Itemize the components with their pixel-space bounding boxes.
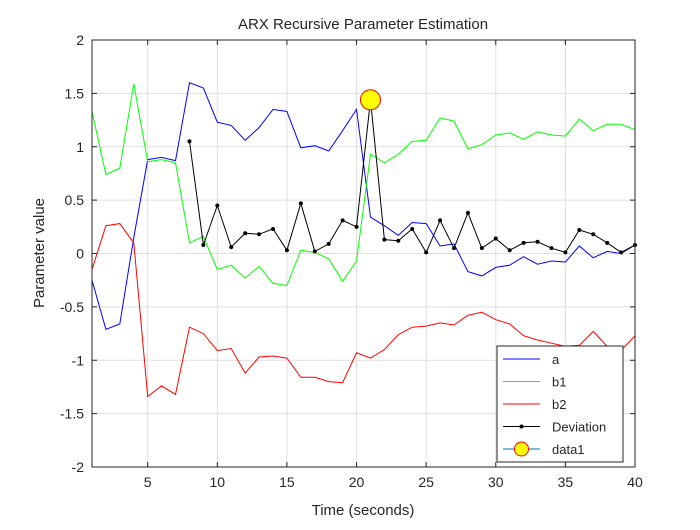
data-point-deviation	[215, 203, 220, 208]
data-point-deviation	[507, 248, 512, 253]
y-axis-label: Parameter value	[31, 198, 48, 308]
data-point-deviation	[577, 228, 582, 233]
data-point-deviation	[229, 245, 234, 250]
data-point-deviation	[382, 237, 387, 242]
data-point-deviation	[284, 248, 289, 253]
data-point-deviation	[257, 232, 262, 237]
legend-entry-b2: b2	[503, 397, 566, 412]
data-point-deviation	[605, 240, 610, 245]
x-tick-labels: 5 10 15 20 25 30 35 40	[144, 474, 643, 490]
axis-ticks	[92, 39, 636, 468]
data-point-data1	[359, 89, 381, 111]
legend-label-b2: b2	[552, 397, 566, 412]
x-tick-label: 10	[210, 474, 226, 490]
series-layer	[91, 82, 637, 398]
data-point-deviation	[563, 250, 568, 255]
legend-marker-data1	[514, 441, 529, 457]
y-tick-label: 1	[76, 139, 84, 155]
data-point-deviation	[298, 201, 303, 206]
y-tick-label: -0.5	[60, 299, 84, 315]
legend-items: a b1 b2 Deviation data1	[503, 352, 606, 457]
data-point-deviation	[452, 246, 456, 251]
x-tick-label: 15	[279, 474, 295, 490]
series-deviation	[187, 97, 637, 255]
data-point-deviation	[243, 231, 248, 236]
data-point-deviation	[493, 236, 498, 241]
data-point-deviation	[354, 224, 359, 229]
legend-entry-deviation: Deviation	[503, 420, 606, 435]
y-tick-label: -1.5	[60, 406, 84, 422]
legend-entry-b1: b1	[503, 375, 566, 390]
legend-entry-a: a	[503, 352, 560, 367]
data-point-deviation	[521, 240, 526, 245]
y-tick-labels: -2 -1.5 -1 -0.5 0 0.5 1 1.5 2	[60, 32, 84, 475]
legend-label-a: a	[552, 352, 560, 367]
legend-entry-data1: data1	[503, 441, 585, 457]
data-point-deviation	[312, 249, 317, 254]
x-tick-label: 5	[144, 474, 152, 490]
y-tick-label: 0	[76, 246, 84, 262]
legend-marker-deviation	[519, 424, 524, 429]
x-tick-label: 20	[349, 474, 365, 490]
y-tick-label: 0.5	[65, 192, 85, 208]
data-point-deviation	[591, 232, 596, 237]
chart-title: ARX Recursive Parameter Estimation	[238, 16, 488, 33]
x-tick-label: 35	[558, 474, 574, 490]
data-point-deviation	[535, 239, 540, 244]
data-point-deviation	[340, 218, 345, 223]
y-tick-label: -1	[72, 352, 85, 368]
data-point-deviation	[271, 226, 275, 231]
y-tick-label: -2	[72, 459, 85, 475]
x-tick-label: 25	[418, 474, 434, 490]
data-point-deviation	[549, 246, 554, 251]
data-point-deviation	[410, 226, 415, 231]
data-point-deviation	[326, 241, 331, 246]
legend-label-deviation: Deviation	[552, 420, 606, 435]
legend-label-b1: b1	[552, 375, 566, 390]
series-line-b2	[91, 223, 636, 398]
legend: a b1 b2 Deviation data1	[496, 345, 624, 463]
data-point-deviation	[465, 210, 470, 215]
legend-label-data1: data1	[552, 442, 585, 457]
data-point-deviation	[187, 139, 192, 144]
series-line-b1	[91, 83, 636, 287]
y-tick-label: 1.5	[65, 85, 85, 101]
series-b1	[91, 83, 636, 287]
data-point-deviation	[201, 242, 206, 247]
y-tick-label: 2	[76, 32, 84, 48]
data-point-deviation	[396, 238, 401, 243]
series-data1	[359, 89, 381, 111]
data-point-deviation	[479, 246, 484, 251]
data-point-deviation	[619, 250, 624, 255]
x-tick-label: 40	[627, 474, 643, 490]
series-b2	[91, 223, 636, 398]
data-point-deviation	[438, 218, 443, 223]
x-axis-label: Time (seconds)	[312, 502, 415, 519]
data-point-deviation	[424, 250, 429, 255]
x-tick-label: 30	[488, 474, 504, 490]
